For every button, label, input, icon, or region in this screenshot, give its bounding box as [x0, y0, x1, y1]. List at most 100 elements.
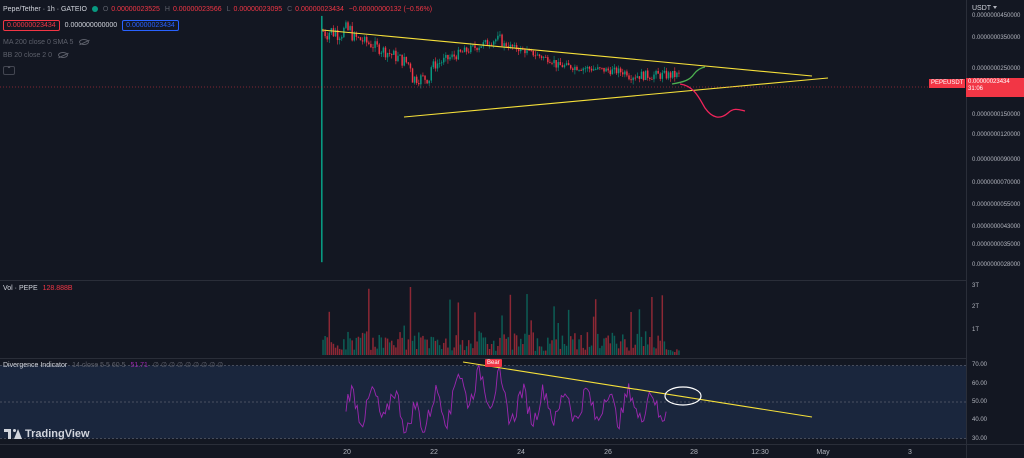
- candle-body: [597, 67, 599, 70]
- collapse-legend-icon[interactable]: ⌃: [3, 66, 15, 75]
- volume-bar: [574, 333, 576, 355]
- candle-body: [578, 70, 580, 71]
- candle-body: [640, 71, 643, 79]
- candle-body: [415, 76, 418, 83]
- candle-body: [363, 36, 366, 42]
- low-value: 0.00000023095: [233, 6, 283, 13]
- divergence-label[interactable]: Divergence Indicator: [3, 362, 68, 369]
- volume-bar: [594, 299, 597, 355]
- bb-indicator-legend[interactable]: BB 20 close 2 0: [3, 51, 71, 61]
- candle-body: [449, 57, 451, 60]
- bid-ask-row: 0.00000023434 0.000000000000 0.000000234…: [3, 20, 182, 31]
- volume-tick-label: 2T: [972, 304, 980, 310]
- volume-tick-label: 3T: [972, 283, 980, 289]
- volume-bar: [547, 337, 549, 355]
- price-axis[interactable]: [966, 0, 1024, 458]
- candle-body: [613, 67, 616, 70]
- candle-body: [528, 50, 530, 52]
- candle-body: [345, 22, 347, 28]
- candle-body: [624, 71, 626, 75]
- volume-bar: [572, 339, 574, 355]
- tradingview-logo-text: TradingView: [25, 428, 90, 440]
- candle-body: [447, 54, 449, 60]
- candle-body: [542, 56, 545, 58]
- trendline-divergence: [462, 361, 813, 418]
- candle-body: [553, 60, 555, 64]
- current-symbol-tag: PEPEUSDT: [929, 79, 966, 88]
- symbol-title[interactable]: Pepe/Tether · 1h · GATEIO: [3, 6, 87, 13]
- volume-bar: [455, 335, 457, 355]
- volume-bar: [661, 295, 664, 355]
- candle-body: [509, 44, 512, 48]
- volume-bar: [632, 347, 634, 355]
- candle-body: [349, 26, 351, 31]
- candle-body: [665, 70, 668, 79]
- low-label: L: [226, 6, 231, 13]
- bid-button[interactable]: 0.00000023434: [3, 20, 60, 31]
- volume-bar: [530, 320, 532, 355]
- candle-body: [634, 77, 636, 79]
- price-tick-label: 0.0000000035000: [972, 242, 1021, 249]
- volume-bar: [480, 332, 482, 355]
- volume-bar: [359, 337, 362, 355]
- currency-selector[interactable]: USDT: [972, 5, 997, 12]
- volume-bar: [601, 345, 603, 355]
- volume-bar: [565, 345, 568, 355]
- volume-label[interactable]: Vol · PEPE: [3, 285, 38, 292]
- candle-body: [582, 68, 584, 71]
- volume-bar: [390, 340, 393, 355]
- market-open-icon: [91, 6, 98, 12]
- candle-body: [484, 40, 487, 43]
- volume-bar: [407, 339, 410, 355]
- pane-separator-indicator[interactable]: [0, 358, 966, 359]
- candle-body: [474, 45, 476, 49]
- volume-bar: [395, 347, 397, 355]
- eye-off-icon[interactable]: [79, 39, 90, 45]
- candle-body: [476, 48, 478, 51]
- volume-bar: [330, 342, 333, 355]
- price-tick-label: 0.0000000090000: [972, 157, 1021, 164]
- tradingview-logo[interactable]: TradingView: [4, 428, 90, 440]
- volume-bar: [497, 346, 499, 355]
- candle-body: [617, 68, 620, 74]
- candle-body: [526, 50, 528, 54]
- candle-body: [559, 62, 562, 66]
- volume-bar: [603, 338, 605, 355]
- ask-button[interactable]: 0.00000023434: [122, 20, 179, 31]
- candle-body: [532, 50, 535, 56]
- candle-body: [555, 60, 557, 68]
- candle-body: [486, 40, 489, 45]
- candle-body: [403, 56, 405, 66]
- candle-body: [622, 72, 624, 75]
- eye-off-icon[interactable]: [58, 52, 69, 58]
- candle-body: [472, 45, 474, 47]
- volume-bar: [484, 337, 487, 355]
- volume-bar: [655, 348, 657, 355]
- volume-bar: [611, 332, 614, 355]
- divergence-tick-label: 70.00: [972, 362, 988, 369]
- price-tick-label: 0.0000000250000: [972, 65, 1021, 72]
- candle-body: [455, 56, 457, 60]
- volume-bar: [609, 343, 612, 355]
- candle-body: [651, 78, 653, 80]
- volume-bar: [542, 350, 545, 355]
- candlestick-series: [321, 15, 680, 263]
- volume-bar: [345, 349, 347, 355]
- candle-body: [676, 72, 678, 78]
- volume-bar: [355, 337, 358, 355]
- candle-body: [517, 49, 520, 52]
- candle-body: [642, 71, 645, 80]
- candle-body: [619, 68, 622, 73]
- pane-separator-volume[interactable]: [0, 280, 966, 281]
- candle-body: [638, 76, 641, 79]
- time-tick-label: 28: [690, 449, 698, 456]
- open-value: 0.00000023525: [111, 6, 160, 13]
- candle-body: [457, 49, 460, 60]
- ma-indicator-legend[interactable]: MA 200 close 0 SMA 5: [3, 38, 92, 48]
- volume-bar: [676, 349, 678, 355]
- volume-bar: [653, 347, 655, 355]
- candle-body: [505, 43, 507, 47]
- volume-bar: [445, 338, 447, 355]
